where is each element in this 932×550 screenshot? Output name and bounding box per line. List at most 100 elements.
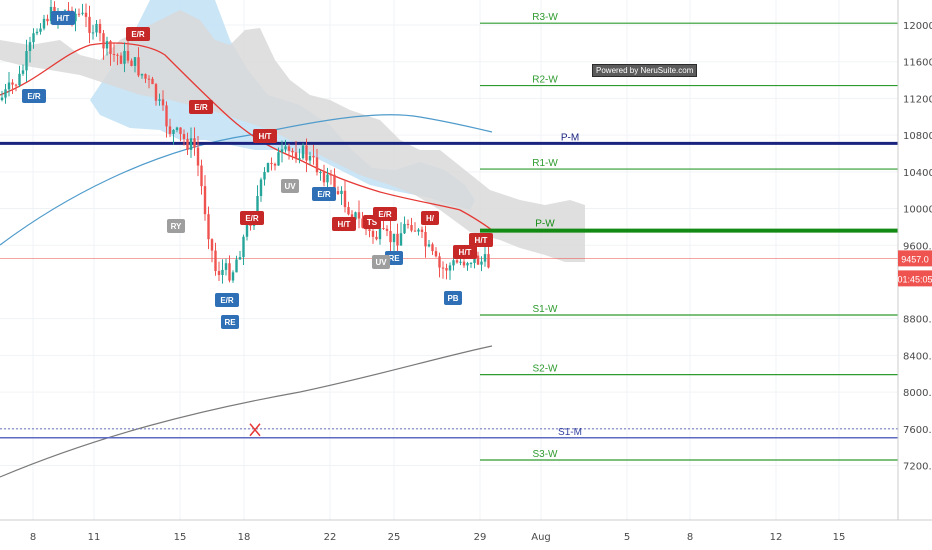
y-tick-label: 7600.0 bbox=[903, 425, 932, 436]
candle-body bbox=[133, 57, 137, 66]
candle-body bbox=[193, 138, 196, 148]
signal-badge-label: E/R bbox=[27, 92, 41, 101]
signal-badge bbox=[215, 293, 239, 307]
candle-body bbox=[266, 162, 270, 173]
candle-body bbox=[210, 239, 214, 251]
level-r1-w-label: R1-W bbox=[532, 158, 558, 169]
pivot-levels: R3-W R2-W P-M R1-W P-W S1-W S2-W S1-M S3-W bbox=[0, 12, 898, 461]
candle-body bbox=[116, 54, 119, 56]
candle-body bbox=[462, 261, 466, 266]
y-tick-label: 10800.0 bbox=[903, 131, 932, 142]
candle-body bbox=[385, 228, 389, 231]
candle-body bbox=[140, 74, 144, 76]
signal-badge-label: H/T bbox=[57, 14, 70, 23]
signal-badge-label: PB bbox=[447, 294, 458, 303]
candle-body bbox=[182, 134, 186, 139]
candle-body bbox=[35, 31, 39, 34]
candle-body bbox=[403, 223, 406, 234]
level-s1-m-label: S1-M bbox=[558, 427, 582, 438]
candle-body bbox=[235, 259, 238, 273]
candle-body bbox=[287, 146, 291, 151]
candle-body bbox=[322, 172, 326, 183]
ma-mid-line bbox=[0, 114, 493, 246]
candle-body bbox=[483, 254, 487, 262]
candle-body bbox=[466, 263, 469, 266]
signal-badge-label: E/R bbox=[220, 296, 234, 305]
candle-body bbox=[378, 228, 382, 240]
signal-badge bbox=[253, 129, 277, 143]
signal-badge-label: RE bbox=[388, 254, 400, 263]
x-tick-label: 18 bbox=[238, 532, 251, 543]
candle-body bbox=[259, 179, 263, 197]
candle-body bbox=[354, 212, 357, 220]
candle-body bbox=[347, 207, 350, 215]
x-tick-label: 15 bbox=[174, 532, 187, 543]
candle-body bbox=[137, 57, 140, 76]
candle-body bbox=[0, 97, 4, 100]
candle-body bbox=[119, 55, 123, 64]
signal-badge bbox=[469, 233, 493, 247]
candle-body bbox=[410, 225, 413, 231]
y-tick-label: 10400.0 bbox=[903, 168, 932, 179]
x-tick-label: 8 bbox=[687, 532, 693, 543]
signal-badge bbox=[332, 217, 356, 231]
candle-body bbox=[21, 70, 25, 74]
candle-body bbox=[18, 73, 21, 86]
x-tick-label: 12 bbox=[770, 532, 783, 543]
candle-body bbox=[315, 157, 319, 173]
candle-body bbox=[74, 13, 77, 22]
signal-badge-label: H/T bbox=[475, 236, 488, 245]
candle-body bbox=[214, 250, 217, 272]
ma-long-line bbox=[0, 345, 493, 478]
candle-body bbox=[39, 28, 42, 32]
candle-body bbox=[375, 236, 378, 240]
cloud-layer bbox=[0, 0, 585, 262]
candle-body bbox=[217, 271, 221, 275]
signal-badge-label: UV bbox=[375, 258, 387, 267]
candle-body bbox=[406, 223, 410, 226]
x-tick-label: 8 bbox=[30, 532, 36, 543]
signal-badge-label: E/R bbox=[131, 30, 145, 39]
candle-body bbox=[147, 78, 151, 80]
candle-body bbox=[452, 260, 455, 266]
candle-body bbox=[340, 190, 343, 194]
signal-badge bbox=[189, 100, 213, 114]
candle-body bbox=[368, 229, 371, 231]
candle-body bbox=[343, 190, 347, 208]
candle-body bbox=[25, 51, 28, 71]
candle-body bbox=[326, 174, 329, 183]
signal-badge-label: H/T bbox=[459, 248, 472, 257]
signal-badge-label: UV bbox=[284, 182, 296, 191]
candle-body bbox=[336, 191, 340, 194]
candle-body bbox=[228, 263, 231, 281]
signal-badge bbox=[453, 245, 477, 259]
candle-body bbox=[95, 23, 98, 33]
signal-badge-label: E/R bbox=[194, 103, 208, 112]
y-tick-label: 7200.0 bbox=[903, 462, 932, 473]
signal-badge bbox=[281, 179, 299, 193]
candle-body bbox=[441, 267, 445, 269]
signal-badge-label: E/R bbox=[317, 190, 331, 199]
candle-body bbox=[294, 152, 298, 159]
y-tick-label: 9600.0 bbox=[903, 241, 932, 252]
x-tick-label: 5 bbox=[624, 532, 630, 543]
candle-body bbox=[350, 214, 354, 220]
candle-body bbox=[371, 230, 375, 237]
signal-badge bbox=[240, 211, 264, 225]
candle-body bbox=[399, 233, 403, 246]
candle-body bbox=[7, 82, 11, 90]
candle-body bbox=[396, 233, 399, 246]
cloud-gray bbox=[0, 10, 585, 262]
candle-body bbox=[476, 255, 480, 265]
candle-body bbox=[179, 127, 182, 135]
y-tick-label: 8800.0 bbox=[903, 315, 932, 326]
candle-body bbox=[200, 165, 203, 187]
signal-badge bbox=[221, 315, 239, 329]
candle-body bbox=[207, 214, 210, 240]
candle-body bbox=[424, 232, 427, 247]
level-r2-w-label: R2-W bbox=[532, 75, 558, 86]
y-tick-label: 11600.0 bbox=[903, 58, 932, 69]
candle-body bbox=[105, 41, 109, 49]
